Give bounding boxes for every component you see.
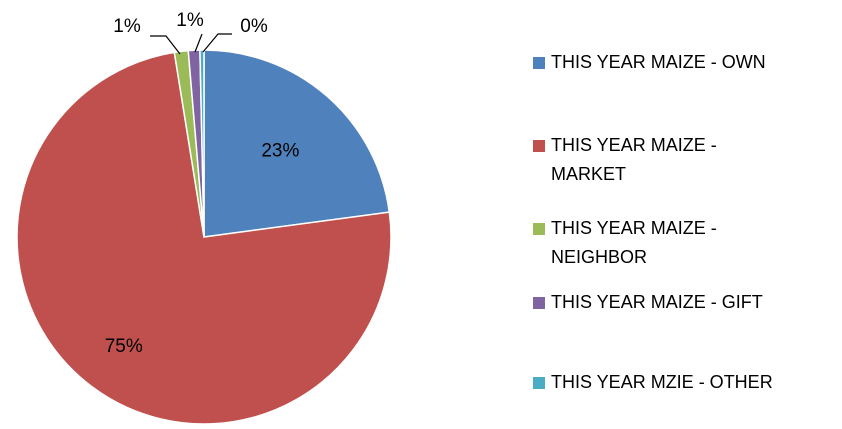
legend-swatch-other bbox=[533, 377, 545, 389]
legend-label-market: THIS YEAR MAIZE - MARKET bbox=[551, 135, 717, 184]
pie-slice-market bbox=[16, 51, 392, 425]
legend-item-other: THIS YEAR MZIE - OTHER bbox=[533, 368, 833, 397]
legend-swatch-market bbox=[533, 140, 545, 152]
legend-item-neighbor: THIS YEAR MAIZE - NEIGHBOR bbox=[533, 214, 833, 272]
legend-item-own: THIS YEAR MAIZE - OWN bbox=[533, 48, 833, 77]
legend-label-own: THIS YEAR MAIZE - OWN bbox=[551, 52, 766, 72]
pie-slice-own bbox=[203, 49, 391, 238]
data-label-market: 75% bbox=[105, 336, 143, 357]
data-label-own: 23% bbox=[261, 141, 299, 162]
legend-label-gift: THIS YEAR MAIZE - GIFT bbox=[551, 292, 763, 312]
leader-line-neighbor bbox=[150, 35, 181, 55]
leader-line-gift bbox=[194, 33, 203, 53]
legend-swatch-gift bbox=[533, 297, 545, 309]
legend-swatch-neighbor bbox=[533, 223, 545, 235]
leader-line-other bbox=[202, 33, 232, 53]
legend-swatch-own bbox=[533, 57, 545, 69]
legend-label-neighbor: THIS YEAR MAIZE - NEIGHBOR bbox=[551, 218, 717, 267]
data-label-gift: 1% bbox=[176, 10, 204, 31]
data-label-neighbor: 1% bbox=[113, 16, 141, 37]
legend-item-gift: THIS YEAR MAIZE - GIFT bbox=[533, 288, 833, 317]
data-label-other: 0% bbox=[240, 16, 268, 37]
legend-item-market: THIS YEAR MAIZE - MARKET bbox=[533, 131, 833, 189]
legend-label-other: THIS YEAR MZIE - OTHER bbox=[551, 372, 773, 392]
